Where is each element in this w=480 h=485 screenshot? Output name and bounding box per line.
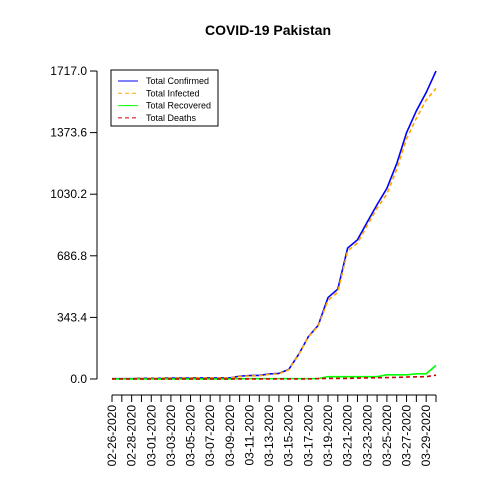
y-tick-label: 0.0	[70, 372, 87, 386]
x-tick-label: 03-27-2020	[400, 405, 414, 467]
legend-label: Total Infected	[146, 88, 200, 98]
x-tick-label: 03-25-2020	[380, 405, 394, 467]
legend-label: Total Recovered	[146, 101, 211, 111]
legend-box	[110, 69, 219, 127]
x-tick-label: 03-07-2020	[203, 405, 217, 467]
x-tick-label: 03-05-2020	[184, 405, 198, 467]
legend-label: Total Confirmed	[146, 76, 209, 86]
x-tick-label: 03-03-2020	[164, 405, 178, 467]
y-tick-label: 1717.0	[50, 64, 87, 78]
x-tick-label: 03-29-2020	[419, 405, 433, 467]
x-tick-label: 03-23-2020	[360, 405, 374, 467]
x-tick-label: 02-26-2020	[105, 405, 119, 467]
x-tick-label: 03-17-2020	[301, 405, 315, 467]
legend: Total Confirmed Total Infected Total Recov…	[110, 69, 219, 127]
y-tick-label: 1030.2	[50, 187, 87, 201]
legend-label: Total Deaths	[146, 113, 197, 123]
series-line	[112, 87, 437, 380]
x-tick-label: 02-28-2020	[125, 405, 139, 467]
series-line	[112, 374, 437, 380]
x-tick-label: 03-21-2020	[341, 405, 355, 467]
y-tick-label: 686.8	[57, 249, 87, 263]
chart-title: COVID-19 Pakistan	[205, 22, 331, 38]
x-tick-label: 03-13-2020	[262, 405, 276, 467]
x-tick-label: 03-01-2020	[144, 405, 158, 467]
x-tick-label: 03-09-2020	[223, 405, 237, 467]
x-tick-label: 03-15-2020	[282, 405, 296, 467]
y-tick-label: 343.4	[57, 310, 87, 324]
x-tick-label: 03-11-2020	[242, 405, 256, 466]
y-tick-label: 1373.6	[50, 126, 87, 140]
x-tick-label: 03-19-2020	[321, 405, 335, 467]
